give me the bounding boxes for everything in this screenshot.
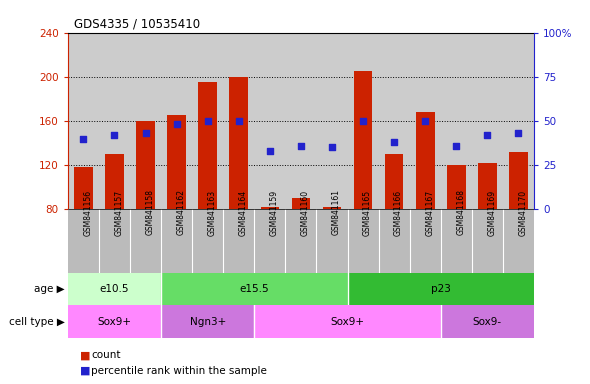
Text: GSM841166: GSM841166 (394, 189, 403, 235)
Bar (230, 77, 248, 209)
Point (78, 136, 88, 142)
Point (389, 139, 399, 145)
Point (327, 144, 337, 151)
Text: GSM841156: GSM841156 (83, 189, 93, 235)
Bar (323, 207, 341, 209)
Text: GSM841167: GSM841167 (425, 189, 434, 235)
Text: Sox9+: Sox9+ (97, 316, 132, 327)
Text: ■: ■ (80, 366, 90, 376)
Text: GSM841162: GSM841162 (176, 189, 186, 235)
Bar (261, 207, 279, 209)
Bar (348, 273, 534, 305)
Bar (198, 82, 217, 209)
Point (421, 118, 430, 124)
Point (203, 118, 212, 124)
Bar (68, 305, 161, 338)
Bar (447, 165, 466, 209)
Point (514, 130, 523, 136)
Point (234, 118, 244, 124)
Text: GSM841170: GSM841170 (519, 189, 527, 235)
Text: GSM841169: GSM841169 (487, 189, 496, 235)
Bar (161, 305, 254, 338)
Bar (74, 167, 93, 209)
Point (358, 118, 368, 124)
Text: e10.5: e10.5 (100, 284, 129, 294)
Text: GSM841158: GSM841158 (146, 189, 155, 235)
Text: ■: ■ (80, 350, 90, 360)
Bar (354, 71, 372, 209)
Text: Sox9-: Sox9- (473, 316, 502, 327)
Text: Ngn3+: Ngn3+ (189, 316, 226, 327)
Bar (441, 305, 534, 338)
Point (172, 121, 181, 127)
Point (265, 148, 274, 154)
Bar (105, 154, 124, 209)
Text: age ▶: age ▶ (34, 284, 65, 294)
Text: p23: p23 (431, 284, 451, 294)
Text: e15.5: e15.5 (240, 284, 269, 294)
Text: Sox9+: Sox9+ (330, 316, 365, 327)
Text: GSM841159: GSM841159 (270, 189, 279, 235)
Text: GSM841168: GSM841168 (456, 189, 466, 235)
Bar (291, 198, 310, 209)
Text: GDS4335 / 10535410: GDS4335 / 10535410 (74, 18, 200, 31)
Text: GSM841160: GSM841160 (301, 189, 310, 235)
Bar (416, 112, 434, 209)
Bar (136, 121, 155, 209)
Text: cell type ▶: cell type ▶ (9, 316, 65, 327)
Text: GSM841161: GSM841161 (332, 189, 341, 235)
Point (110, 132, 119, 138)
Text: GSM841164: GSM841164 (239, 189, 248, 235)
Text: GSM841163: GSM841163 (208, 189, 217, 235)
Text: percentile rank within the sample: percentile rank within the sample (91, 366, 267, 376)
Text: GSM841157: GSM841157 (114, 189, 123, 235)
Text: count: count (91, 350, 121, 360)
Text: GSM841165: GSM841165 (363, 189, 372, 235)
Bar (254, 305, 441, 338)
Point (451, 142, 461, 149)
Bar (168, 116, 186, 209)
Bar (478, 163, 497, 209)
Bar (385, 154, 404, 209)
Bar (68, 273, 161, 305)
Point (296, 142, 306, 149)
Point (141, 130, 150, 136)
Bar (161, 273, 348, 305)
Point (483, 132, 492, 138)
Bar (509, 152, 527, 209)
